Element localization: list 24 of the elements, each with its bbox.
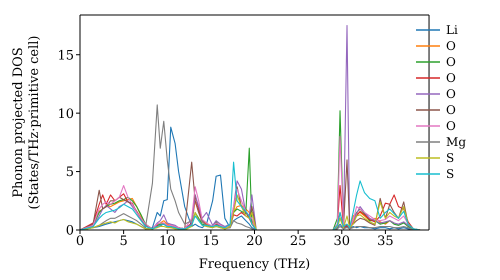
y-axis-title: Phonon projected DOS (States/THz·primitive cell)	[11, 35, 42, 210]
x-axis-title: Frequency (THz)	[198, 257, 310, 272]
y-tick-label: 5	[66, 165, 74, 180]
x-tick-label: 15	[202, 234, 220, 250]
legend-label: O	[446, 87, 456, 101]
legend-label: O	[446, 71, 456, 85]
legend-label: O	[446, 103, 456, 117]
legend-label: Li	[446, 23, 458, 37]
x-tick-label: 0	[76, 234, 84, 250]
y-tick-label: 0	[66, 224, 74, 239]
x-tick-label: 20	[246, 234, 263, 250]
legend-label: O	[446, 39, 456, 53]
x-tick-label: 10	[158, 234, 176, 250]
x-tick-label: 35	[377, 234, 394, 250]
legend-label: S	[446, 167, 454, 181]
legend-label: O	[446, 119, 456, 133]
legend-label: O	[446, 55, 456, 69]
legend-label: Mg	[446, 135, 466, 149]
y-tick-label: 10	[57, 106, 74, 122]
y-tick-label: 15	[57, 48, 74, 64]
x-tick-label: 30	[334, 234, 350, 250]
x-tick-label: 5	[119, 234, 128, 250]
x-tick-label: 25	[290, 234, 306, 250]
legend-label: S	[446, 151, 454, 165]
